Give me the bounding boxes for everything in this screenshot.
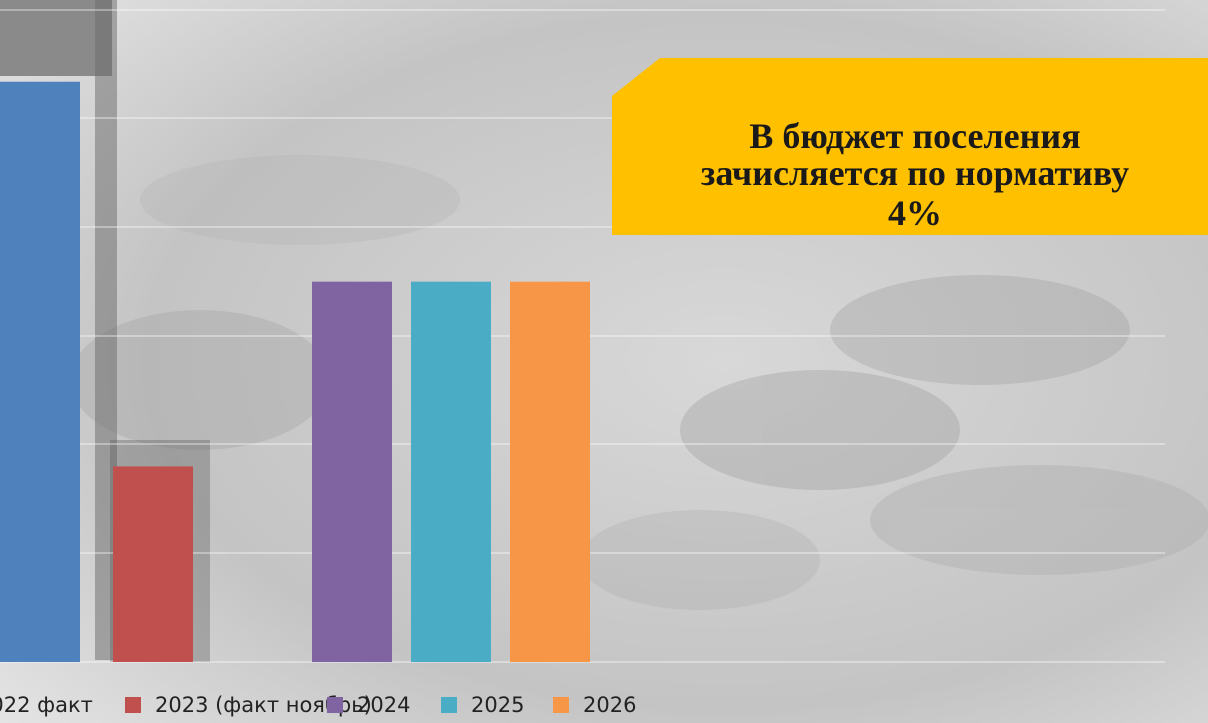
legend-label: 2024 — [357, 693, 410, 717]
callout-text: зачисляется по нормативу — [701, 153, 1129, 193]
callout-text: В бюджет поселения — [749, 116, 1080, 156]
legend-swatch — [441, 697, 457, 713]
bar — [312, 282, 392, 662]
chart: В бюджет поселения зачисляется по нормат… — [0, 0, 1208, 723]
legend-swatch — [553, 697, 569, 713]
bar — [113, 466, 193, 662]
bar — [510, 282, 590, 662]
bar — [411, 282, 491, 662]
legend-label: 2025 — [471, 693, 524, 717]
legend-swatch — [125, 697, 141, 713]
callout-text: 4% — [888, 193, 942, 233]
legend-label: 2022 факт — [0, 693, 93, 717]
legend-label: 2026 — [583, 693, 636, 717]
bar — [0, 82, 80, 662]
legend-swatch — [327, 697, 343, 713]
